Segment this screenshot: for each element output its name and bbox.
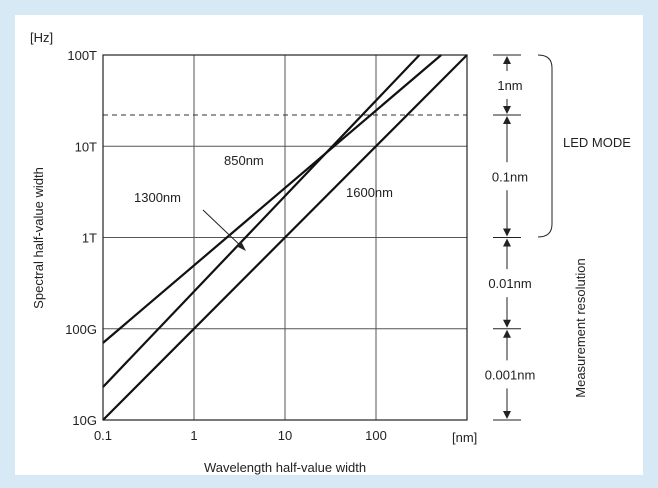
y-axis-title: Spectral half-value width (31, 167, 46, 309)
y-tick-labels: 10G 100G 1T 10T 100T (65, 48, 97, 428)
x-tick-label: 1 (190, 428, 197, 443)
dimension-arrow-down (503, 228, 511, 237)
y-tick-label: 100G (65, 322, 97, 337)
measurement-resolution-label: Measurement resolution (573, 258, 588, 397)
series-label-1300nm: 1300nm (134, 190, 181, 205)
dimension-arrow-up (503, 56, 511, 64)
series-label-850nm: 850nm (224, 153, 264, 168)
x-tick-label: 10 (278, 428, 292, 443)
series-label-1600nm: 1600nm (346, 185, 393, 200)
pointer-arrowhead (236, 241, 246, 251)
dimension-arrow-up (503, 329, 511, 338)
x-tick-label: 100 (365, 428, 387, 443)
x-unit: [nm] (452, 430, 477, 445)
series-line-1600nm (102, 54, 468, 421)
led-mode-label: LED MODE (563, 135, 631, 150)
resolution-label: 0.001nm (485, 367, 536, 382)
series-1300nm-pointer (202, 209, 244, 249)
x-axis-title: Wavelength half-value width (204, 460, 366, 475)
dimension-arrow-up (503, 116, 511, 125)
grid (103, 55, 467, 420)
series-line-1300nm (102, 54, 421, 388)
dimension-arrow-down (503, 319, 511, 328)
x-tick-label: 0.1 (94, 428, 112, 443)
series-line-850nm (102, 54, 442, 344)
dimension-arrow-down (503, 106, 511, 115)
series-group (102, 54, 468, 421)
y-tick-label: 100T (67, 48, 97, 63)
series-labels: 850nm 1300nm 1600nm (134, 153, 393, 251)
y-tick-label: 10T (75, 139, 97, 154)
dimension-arrow-down (503, 411, 511, 419)
y-tick-label: 1T (82, 231, 97, 246)
resolution-label: 1nm (497, 78, 522, 93)
resolution-label: 0.1nm (492, 169, 528, 184)
led-mode-bracket (537, 54, 553, 238)
y-tick-label: 10G (72, 413, 97, 428)
resolution-label: 0.01nm (488, 276, 531, 291)
plot-frame (102, 54, 468, 421)
dimension-arrow-up (503, 238, 511, 247)
x-tick-labels: 0.1 1 10 100 (94, 428, 387, 443)
resolution-dimension-lines: 1nm 0.1nm 0.01nm 0.001nm (485, 54, 536, 421)
y-unit: [Hz] (30, 30, 53, 45)
